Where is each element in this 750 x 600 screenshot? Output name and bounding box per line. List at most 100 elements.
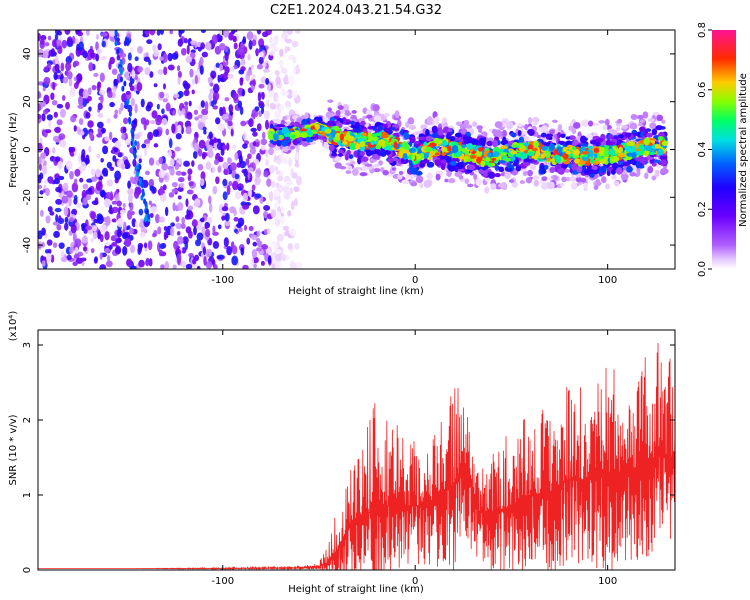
noise-blob (194, 239, 202, 247)
noise-blob (261, 244, 268, 250)
colorbar-tick-label: 0.8 (697, 22, 708, 38)
noise-blob (116, 200, 122, 207)
noise-blob (283, 186, 291, 197)
noise-blob (76, 257, 83, 264)
noise-blob (134, 220, 139, 229)
signal-blob (342, 103, 350, 112)
noise-blob (55, 156, 61, 163)
noise-blob (100, 158, 104, 163)
noise-blob (148, 59, 152, 66)
signal-blob (540, 125, 549, 133)
signal-blob (512, 162, 518, 167)
noise-blob (127, 188, 134, 196)
signal-blob (639, 150, 644, 155)
signal-blob (595, 138, 604, 143)
noise-blob (277, 175, 284, 182)
noise-blob (127, 62, 133, 73)
spectrogram-x-label: Height of straight line (km) (288, 286, 424, 297)
signal-blob (600, 176, 607, 184)
noise-blob (126, 258, 133, 267)
noise-blob (276, 233, 284, 242)
noise-blob (73, 60, 80, 67)
noise-blob (278, 59, 284, 66)
noise-blob (97, 230, 102, 239)
noise-blob (85, 225, 92, 231)
noise-blob (257, 92, 262, 102)
signal-blob (476, 156, 483, 164)
signal-blob (617, 152, 626, 158)
noise-blob (227, 73, 235, 79)
noise-blob (101, 40, 106, 48)
signal-blob (478, 137, 486, 145)
signal-blob (400, 147, 405, 153)
noise-blob (127, 193, 133, 204)
signal-blob (592, 160, 600, 165)
signal-blob (470, 154, 477, 159)
noise-blob (96, 48, 102, 55)
snr-series-line (38, 342, 675, 570)
noise-blob (271, 262, 276, 269)
noise-blob (187, 205, 194, 211)
signal-blob (611, 155, 620, 163)
signal-blob (661, 140, 669, 146)
noise-blob (157, 43, 162, 51)
noise-blob (291, 40, 299, 48)
noise-blob (183, 82, 190, 90)
signal-blob (373, 115, 382, 123)
snr-y-axis: 0 1 2 3 (22, 342, 675, 573)
noise-blob (109, 191, 114, 201)
signal-blob (571, 163, 578, 171)
signal-blob (346, 149, 352, 156)
noise-blob (38, 32, 42, 42)
snr-y-multiplier: (x10⁴) (8, 311, 19, 342)
signal-blob (583, 182, 589, 189)
noise-blob (127, 225, 131, 230)
noise-blob (87, 187, 93, 193)
spectrogram-x-axis: -100 0 100 (211, 30, 617, 286)
noise-blob (160, 264, 165, 269)
noise-blob (266, 228, 271, 235)
streak-blob (121, 85, 125, 92)
noise-blob (136, 140, 140, 151)
noise-blob (231, 180, 239, 191)
noise-blob (288, 157, 293, 168)
signal-blob (351, 110, 357, 114)
signal-blob (350, 160, 356, 165)
noise-blob (240, 58, 246, 66)
noise-blob (186, 210, 194, 220)
noise-blob (284, 45, 288, 54)
noise-blob (136, 81, 143, 92)
noise-blob (263, 204, 271, 211)
noise-blob (134, 56, 139, 62)
signal-blob (418, 136, 427, 141)
noise-blob (82, 197, 88, 206)
signal-blob (314, 123, 320, 130)
noise-blob (255, 247, 263, 252)
noise-blob (228, 32, 234, 41)
streak-blob (144, 201, 148, 207)
noise-blob (212, 225, 216, 235)
noise-blob (97, 113, 104, 118)
noise-blob (144, 147, 148, 157)
noise-blob (177, 124, 182, 134)
signal-blob (605, 183, 611, 190)
noise-blob (231, 245, 238, 255)
noise-blob (185, 198, 189, 207)
signal-blob (420, 124, 428, 129)
signal-blob (516, 152, 521, 157)
noise-blob (208, 195, 212, 205)
noise-blob (192, 258, 197, 265)
noise-blob (191, 219, 198, 228)
noise-blob (167, 149, 172, 158)
signal-blob (643, 137, 651, 146)
noise-blob (274, 155, 279, 161)
noise-blob (183, 89, 190, 97)
noise-blob (43, 66, 49, 72)
signal-blob (660, 168, 668, 174)
noise-blob (183, 38, 188, 44)
noise-blob (183, 160, 191, 167)
signal-blob (490, 157, 497, 161)
signal-blob (580, 135, 587, 144)
signal-blob (457, 145, 462, 153)
signal-blob (629, 122, 638, 130)
